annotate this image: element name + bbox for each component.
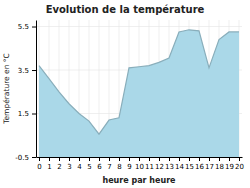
x-tick-label: 6 <box>97 163 102 171</box>
x-tick-mark <box>119 157 120 161</box>
x-tick-mark <box>239 157 240 161</box>
x-tick: 15 <box>185 157 194 171</box>
y-tick: 1.5 <box>18 110 36 118</box>
y-tick-mark <box>32 27 36 28</box>
x-tick-mark <box>79 157 80 161</box>
y-axis-line <box>36 21 37 158</box>
area <box>39 30 239 157</box>
x-tick-mark <box>49 157 50 161</box>
x-tick-label: 10 <box>135 163 144 171</box>
x-tick: 19 <box>225 157 234 171</box>
x-tick: 18 <box>215 157 224 171</box>
x-tick: 6 <box>97 157 102 171</box>
x-tick-mark <box>139 157 140 161</box>
x-tick: 10 <box>135 157 144 171</box>
chart-svg: 01234567891011121314151617181920-0.51.53… <box>0 0 250 188</box>
grid <box>36 20 242 157</box>
chart-container: 01234567891011121314151617181920-0.51.53… <box>0 0 250 188</box>
x-tick-mark <box>59 157 60 161</box>
x-tick-label: 19 <box>225 163 234 171</box>
x-tick-label: 8 <box>117 163 121 171</box>
x-tick: 9 <box>127 157 131 171</box>
x-tick: 20 <box>235 157 244 171</box>
x-tick-mark <box>109 157 110 161</box>
x-tick: 14 <box>175 157 184 171</box>
y-tick-mark <box>32 114 36 115</box>
x-tick-label: 7 <box>107 163 111 171</box>
x-tick: 16 <box>195 157 204 171</box>
x-tick-mark <box>189 157 190 161</box>
x-tick-label: 9 <box>127 163 131 171</box>
y-tick: 3.5 <box>18 67 36 75</box>
x-tick-mark <box>89 157 90 161</box>
y-axis-title: Température en °C <box>2 53 11 125</box>
x-axis-title: heure par heure <box>102 176 176 185</box>
x-tick-mark <box>219 157 220 161</box>
x-tick-mark <box>179 157 180 161</box>
x-tick: 0 <box>37 157 41 171</box>
x-tick-label: 5 <box>87 163 91 171</box>
y-tick-label: -0.5 <box>15 154 29 162</box>
x-tick: 13 <box>165 157 174 171</box>
x-tick-label: 14 <box>175 163 184 171</box>
x-tick-label: 20 <box>235 163 244 171</box>
x-tick-label: 1 <box>47 163 51 171</box>
line <box>39 30 239 134</box>
x-tick-mark <box>199 157 200 161</box>
x-tick-label: 11 <box>145 163 154 171</box>
x-tick-mark <box>159 157 160 161</box>
x-tick-label: 12 <box>155 163 164 171</box>
y-tick-label: 1.5 <box>18 110 29 118</box>
x-tick-label: 17 <box>205 163 214 171</box>
x-tick-label: 16 <box>195 163 204 171</box>
y-tick-label: 3.5 <box>18 67 29 75</box>
x-tick-mark <box>209 157 210 161</box>
y-tick: 5.5 <box>18 23 36 31</box>
x-tick: 17 <box>205 157 214 171</box>
x-tick: 4 <box>77 157 82 171</box>
y-tick-label: 5.5 <box>18 23 29 31</box>
x-tick: 11 <box>145 157 154 171</box>
x-tick-mark <box>129 157 130 161</box>
y-tick-mark <box>32 157 36 158</box>
plot-area <box>39 30 239 157</box>
x-tick-label: 15 <box>185 163 194 171</box>
x-tick-mark <box>69 157 70 161</box>
y-tick: -0.5 <box>15 154 36 162</box>
x-tick: 7 <box>107 157 111 171</box>
x-tick: 2 <box>57 157 61 171</box>
x-tick: 3 <box>67 157 71 171</box>
x-tick-mark <box>229 157 230 161</box>
x-tick-label: 4 <box>77 163 82 171</box>
x-tick-label: 0 <box>37 163 41 171</box>
x-tick: 5 <box>87 157 91 171</box>
x-tick-mark <box>149 157 150 161</box>
x-tick: 12 <box>155 157 164 171</box>
x-tick: 1 <box>47 157 51 171</box>
x-tick-mark <box>169 157 170 161</box>
x-tick-mark <box>99 157 100 161</box>
x-tick-label: 18 <box>215 163 224 171</box>
title: Evolution de la température <box>46 4 205 15</box>
x-tick-mark <box>39 157 40 161</box>
x-tick: 8 <box>117 157 121 171</box>
x-axis: 01234567891011121314151617181920 <box>37 157 244 171</box>
x-tick-label: 13 <box>165 163 174 171</box>
y-axis: -0.5 1.5 3.5 5.5 <box>15 21 36 162</box>
y-tick-mark <box>32 70 36 71</box>
x-tick-label: 3 <box>67 163 71 171</box>
grid-line-y <box>36 26 242 27</box>
x-tick-label: 2 <box>57 163 61 171</box>
